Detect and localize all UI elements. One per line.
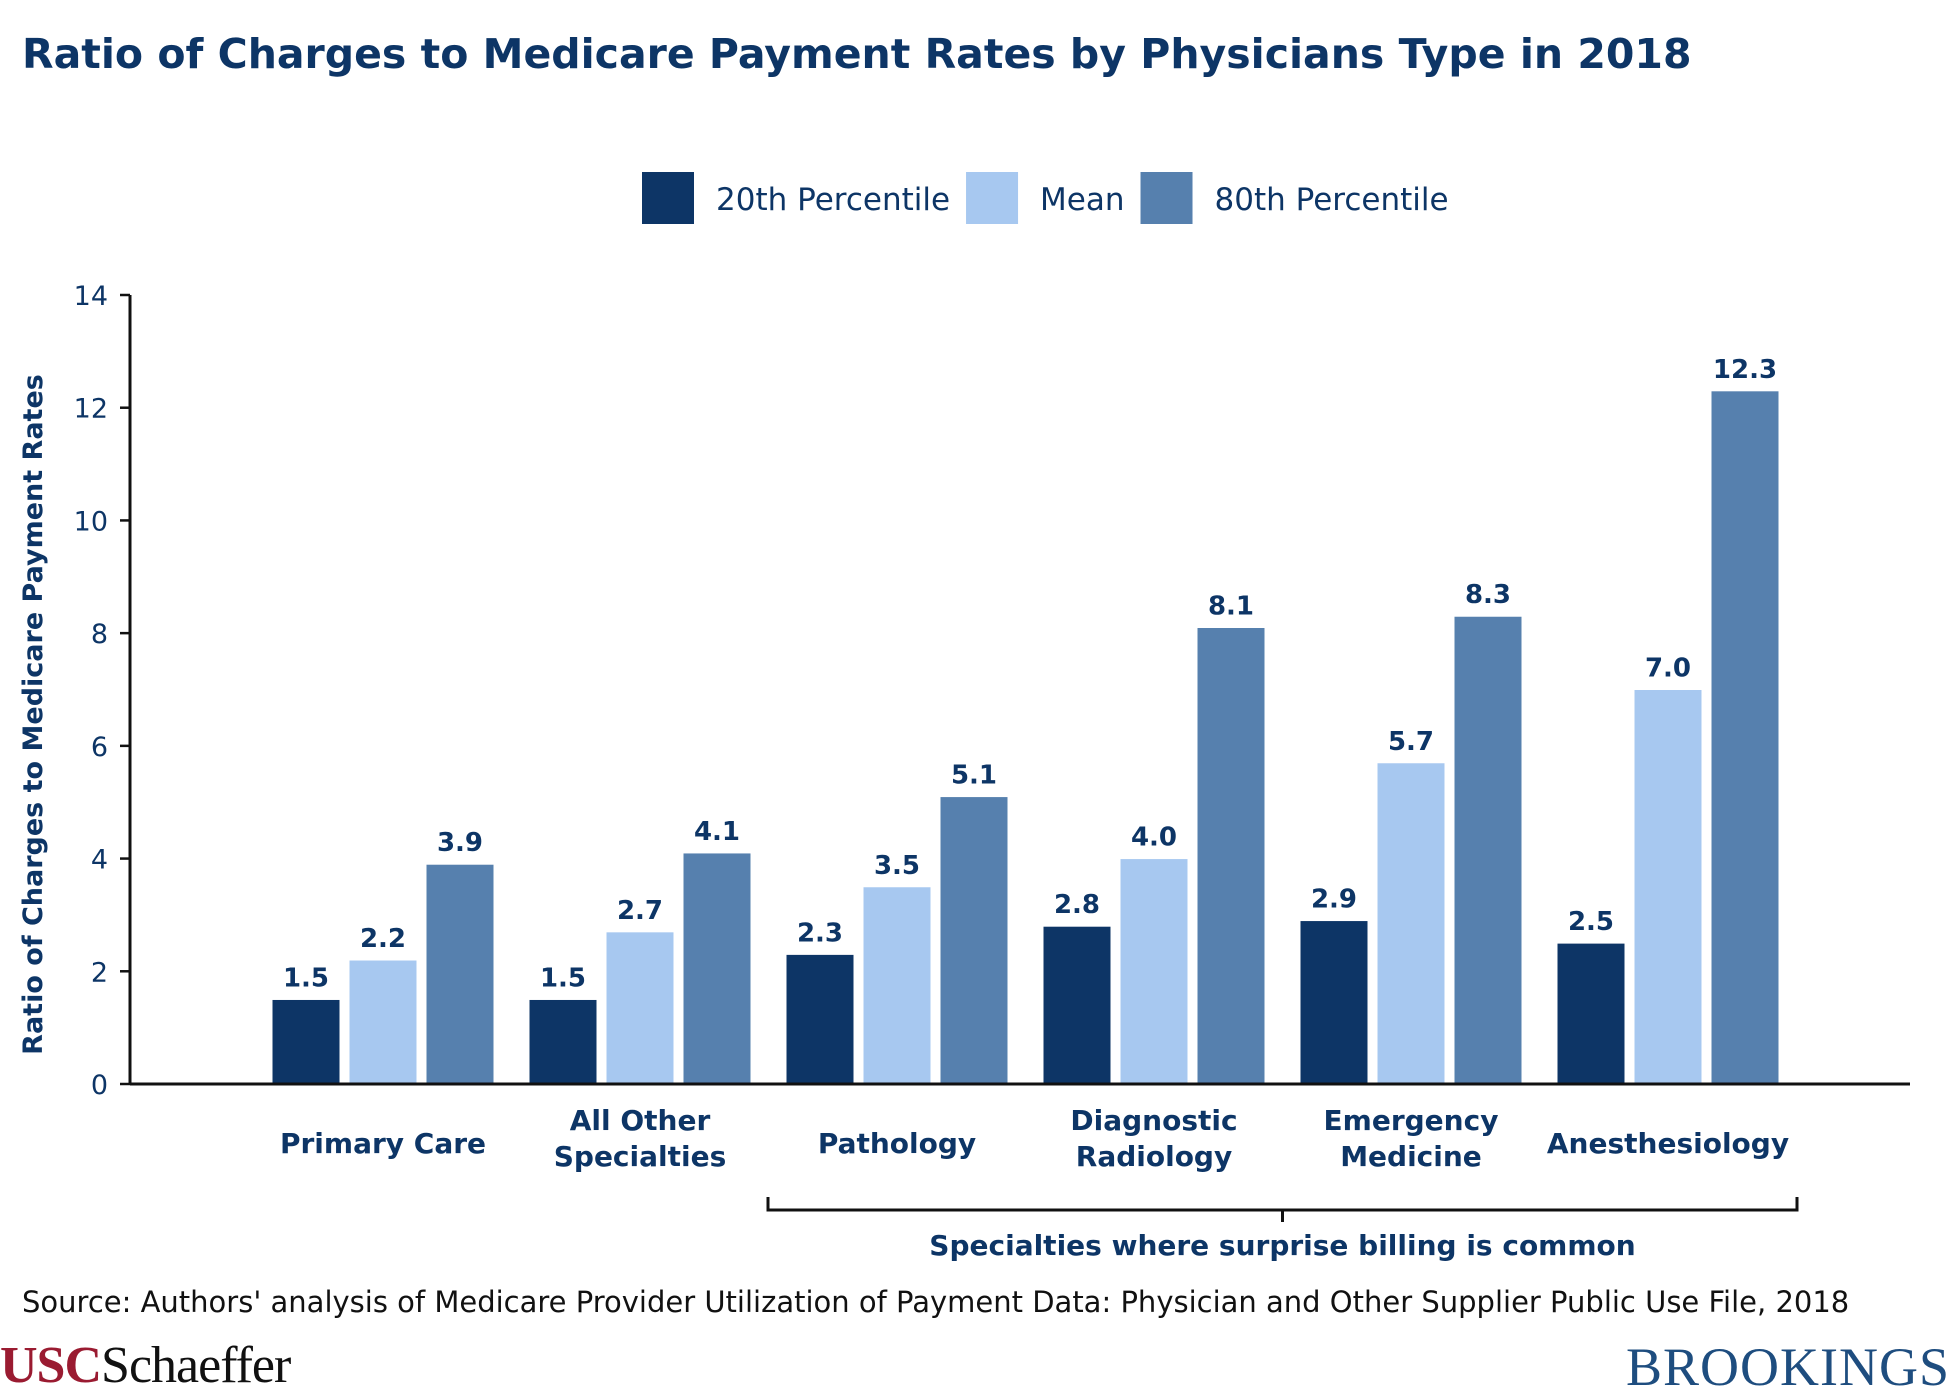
logo-schaeffer-text: Schaeffer	[101, 1337, 291, 1394]
y-tick-label: 10	[74, 506, 108, 537]
bar-emergency-medicine-80th-percentile	[1453, 615, 1523, 1085]
source-note: Source: Authors' analysis of Medicare Pr…	[22, 1285, 1850, 1319]
y-tick-label: 12	[74, 394, 108, 425]
data-label: 5.7	[1388, 727, 1434, 757]
data-label: 2.9	[1311, 885, 1357, 915]
bar-emergency-medicine-mean	[1376, 762, 1446, 1085]
bar-primary-care-mean	[348, 959, 418, 1085]
x-category-label: Medicine	[1340, 1140, 1482, 1173]
bar-primary-care-20th-percentile	[271, 998, 341, 1085]
usc-schaeffer-logo: USCSchaeffer	[0, 1337, 291, 1394]
legend: 20th Percentile Mean 80th Percentile	[642, 172, 1449, 224]
bar-anesthesiology-mean	[1633, 689, 1703, 1085]
x-category-label: Anesthesiology	[1547, 1127, 1789, 1160]
legend-label-80th-percentile: 80th Percentile	[1215, 182, 1449, 218]
legend-swatch-20th-percentile	[642, 172, 694, 224]
legend-label-mean: Mean	[1040, 182, 1124, 218]
y-tick-label: 6	[91, 732, 108, 763]
data-label: 12.3	[1713, 355, 1777, 385]
data-label: 1.5	[283, 963, 329, 993]
bar-all-other-specialties-mean	[605, 931, 675, 1085]
bar-all-other-specialties-20th-percentile	[528, 998, 598, 1085]
chart-title: Ratio of Charges to Medicare Payment Rat…	[22, 30, 1692, 78]
legend-swatch-mean	[966, 172, 1019, 224]
bar-all-other-specialties-80th-percentile	[682, 852, 752, 1085]
x-category-label: Radiology	[1076, 1140, 1232, 1173]
y-tick-label: 4	[91, 845, 108, 876]
bracket-line	[766, 1197, 1799, 1222]
bar-primary-care-80th-percentile	[425, 863, 495, 1085]
data-label: 4.0	[1131, 823, 1177, 853]
y-tick-label: 14	[74, 281, 108, 312]
data-label: 2.2	[360, 924, 406, 954]
surprise-billing-bracket: Specialties where surprise billing is co…	[766, 1197, 1799, 1262]
data-label: 5.1	[951, 761, 997, 791]
annotation-label: Specialties where surprise billing is co…	[929, 1229, 1635, 1262]
bar-pathology-80th-percentile	[939, 796, 1009, 1085]
bar-diagnostic-radiology-20th-percentile	[1042, 925, 1112, 1085]
data-label: 8.1	[1208, 592, 1254, 622]
x-category-label: Diagnostic	[1070, 1104, 1237, 1137]
data-label: 2.3	[797, 918, 843, 948]
data-label: 2.7	[617, 896, 663, 926]
legend-label-20th-percentile: 20th Percentile	[716, 182, 950, 218]
x-category-label: Specialties	[554, 1140, 727, 1173]
data-label: 7.0	[1645, 654, 1691, 684]
x-category-label: Emergency	[1324, 1104, 1499, 1137]
data-label: 8.3	[1465, 580, 1511, 610]
data-label: 3.5	[874, 851, 920, 881]
bar-pathology-20th-percentile	[785, 953, 855, 1085]
bar-anesthesiology-80th-percentile	[1710, 390, 1780, 1085]
y-tick-label: 8	[91, 619, 108, 650]
data-label: 1.5	[540, 963, 586, 993]
x-category-label: Pathology	[818, 1127, 976, 1160]
brookings-logo: BROOKINGS	[1625, 1337, 1950, 1397]
x-category-label: All Other	[570, 1104, 711, 1137]
bar-diagnostic-radiology-80th-percentile	[1196, 627, 1266, 1085]
bar-anesthesiology-20th-percentile	[1556, 942, 1626, 1085]
x-category-label: Primary Care	[280, 1127, 486, 1160]
data-label: 4.1	[694, 817, 740, 847]
bars: 1.5 2.2 3.9 1.5 2.7 4.1 2.3 3.5 5.1 2.8 4.0 8.1 2.9 5…	[271, 355, 1780, 1085]
legend-swatch-80th-percentile	[1140, 172, 1193, 224]
y-tick-label: 2	[91, 957, 108, 988]
bar-diagnostic-radiology-mean	[1119, 858, 1189, 1085]
data-label: 2.8	[1054, 890, 1100, 920]
y-tick-label: 0	[91, 1070, 108, 1101]
bar-emergency-medicine-20th-percentile	[1299, 920, 1369, 1085]
y-axis: 0 2 4 6 8 10 12 14 Ratio of Charges to Medicare …	[18, 281, 132, 1101]
data-label: 2.5	[1568, 907, 1614, 937]
data-label: 3.9	[437, 828, 483, 858]
logo-usc-text: USC	[0, 1337, 102, 1394]
y-axis-label: Ratio of Charges to Medicare Payment Rat…	[18, 374, 49, 1055]
bar-pathology-mean	[862, 886, 932, 1085]
